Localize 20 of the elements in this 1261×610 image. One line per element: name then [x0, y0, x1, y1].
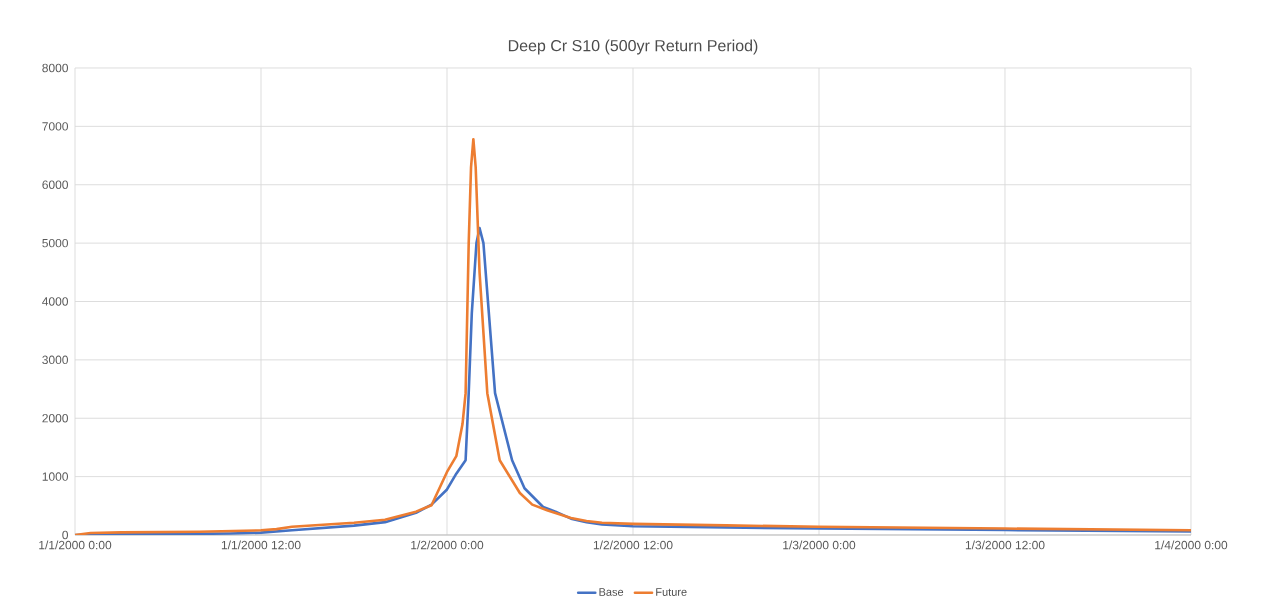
x-tick-label: 1/1/2000 12:00 — [221, 540, 301, 550]
y-tick-label: 8000 — [42, 63, 69, 73]
x-tick-label: 1/4/2000 0:00 — [1155, 540, 1228, 550]
x-tick-label: 1/1/2000 0:00 — [39, 540, 112, 550]
y-tick-label: 2000 — [42, 414, 69, 423]
line-series — [75, 137, 1191, 535]
y-tick-label: 7000 — [42, 122, 69, 131]
chart-title: Deep Cr S10 (500yr Return Period) — [508, 39, 758, 55]
y-tick-label: 3000 — [42, 355, 69, 365]
y-tick-label: 5000 — [42, 238, 69, 248]
legend-label: Future — [656, 588, 687, 596]
y-tick-label: 4000 — [42, 297, 69, 306]
y-tick-label: 6000 — [42, 180, 69, 189]
x-tick-label: 1/2/2000 12:00 — [593, 540, 673, 550]
x-tick-label: 1/3/2000 12:00 — [965, 540, 1045, 550]
y-tick-label: 0 — [62, 530, 69, 540]
legend-label: Base — [599, 588, 624, 596]
x-tick-label: 1/2/2000 0:00 — [411, 540, 484, 550]
x-tick-label: 1/3/2000 0:00 — [783, 540, 856, 550]
y-tick-label: 1000 — [42, 472, 69, 481]
